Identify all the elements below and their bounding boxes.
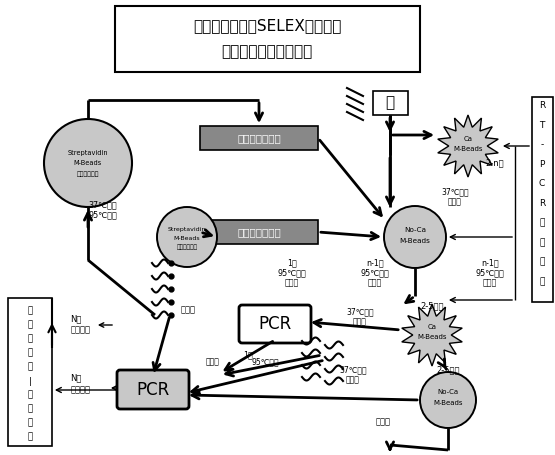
Circle shape	[157, 207, 217, 267]
Text: 肿瘤血清次级库: 肿瘤血清次级库	[237, 133, 281, 143]
Text: 弃磁珠: 弃磁珠	[376, 418, 391, 426]
Text: 集: 集	[539, 238, 544, 247]
Circle shape	[384, 206, 446, 268]
Text: 37℃孵育: 37℃孵育	[89, 201, 117, 209]
Text: 通: 通	[27, 320, 33, 329]
Text: M-Beads: M-Beads	[433, 400, 463, 406]
FancyBboxPatch shape	[239, 305, 311, 343]
Text: M-Beads: M-Beads	[400, 238, 431, 244]
Text: 体: 体	[27, 419, 33, 428]
Circle shape	[420, 372, 476, 428]
Polygon shape	[402, 304, 462, 366]
Text: Ca: Ca	[427, 324, 436, 330]
Text: 37℃孵育: 37℃孵育	[441, 187, 469, 197]
Text: 37℃孵育: 37℃孵育	[339, 365, 367, 374]
Text: 取上清: 取上清	[346, 375, 360, 384]
Text: 2-5倍量: 2-5倍量	[420, 302, 444, 310]
Text: |: |	[28, 376, 32, 385]
Text: 高: 高	[27, 307, 33, 315]
Text: 1轮: 1轮	[243, 350, 253, 359]
Text: 血清核酸适配体流程图: 血清核酸适配体流程图	[221, 45, 312, 60]
Text: M-Beads: M-Beads	[453, 146, 483, 152]
Text: PCR: PCR	[259, 315, 291, 333]
Text: Streptavidin: Streptavidin	[68, 150, 108, 156]
Text: No-Ca: No-Ca	[437, 389, 458, 395]
Text: N轮: N轮	[70, 374, 82, 383]
Text: 2-n轮: 2-n轮	[486, 158, 504, 167]
Text: 富: 富	[539, 218, 544, 228]
Text: P: P	[539, 160, 544, 169]
Text: -: -	[541, 141, 544, 150]
Polygon shape	[438, 115, 498, 177]
Text: 2-5倍量: 2-5倍量	[436, 365, 460, 374]
Text: 适: 适	[27, 390, 33, 399]
Text: 测: 测	[539, 277, 544, 286]
Text: Ca: Ca	[463, 136, 472, 142]
Text: PCR: PCR	[137, 381, 170, 399]
Text: T: T	[539, 121, 544, 130]
Text: M-Beads: M-Beads	[417, 334, 447, 340]
Text: 量: 量	[27, 334, 33, 344]
Text: 取上清: 取上清	[285, 278, 299, 288]
Text: R: R	[539, 199, 545, 208]
Bar	[115, 6, 420, 72]
Text: C: C	[539, 180, 545, 188]
Text: 95℃变性: 95℃变性	[278, 268, 306, 278]
Text: 库: 库	[385, 96, 395, 111]
Text: Streptavidin: Streptavidin	[168, 227, 206, 232]
Text: 取上清: 取上清	[206, 358, 220, 366]
Text: 不对称制备库: 不对称制备库	[77, 171, 99, 177]
Text: 95℃变性: 95℃变性	[251, 358, 279, 366]
Text: 95℃变性: 95℃变性	[476, 268, 504, 278]
Text: 筛选产物: 筛选产物	[71, 325, 91, 334]
Text: 双向热循环消减SELEX筛选肿瘤: 双向热循环消减SELEX筛选肿瘤	[193, 19, 341, 34]
Bar	[8, 298, 52, 446]
Text: 95℃变性: 95℃变性	[361, 268, 390, 278]
Text: M-Beads: M-Beads	[74, 160, 102, 166]
Text: 1轮: 1轮	[287, 258, 297, 268]
Text: 筛选产物: 筛选产物	[71, 385, 91, 394]
Text: R: R	[539, 101, 545, 111]
Text: N轮: N轮	[70, 314, 82, 324]
Text: 弃上清: 弃上清	[448, 197, 462, 207]
Text: 检: 检	[539, 258, 544, 267]
Text: 不对称制备库: 不对称制备库	[176, 244, 198, 250]
Text: n-1轮: n-1轮	[481, 258, 499, 268]
Bar	[532, 97, 553, 302]
Text: No-Ca: No-Ca	[404, 227, 426, 233]
Text: n-1轮: n-1轮	[366, 258, 384, 268]
Text: 序: 序	[27, 363, 33, 371]
Text: 95℃变性: 95℃变性	[89, 211, 117, 219]
Bar	[200, 220, 318, 244]
Bar	[373, 91, 408, 115]
Circle shape	[44, 119, 132, 207]
Text: 生物素: 生物素	[180, 305, 195, 314]
Text: 取上清: 取上清	[483, 278, 497, 288]
Text: 37℃孵育: 37℃孵育	[346, 308, 374, 317]
Text: 测: 测	[27, 349, 33, 358]
Text: 库: 库	[27, 433, 33, 441]
Text: 正常血清次级库: 正常血清次级库	[237, 227, 281, 237]
Text: 取上清: 取上清	[353, 318, 367, 327]
FancyBboxPatch shape	[117, 370, 189, 409]
Text: 取上清: 取上清	[368, 278, 382, 288]
Bar	[200, 126, 318, 150]
Text: 配: 配	[27, 404, 33, 414]
Text: M-Beads: M-Beads	[174, 236, 200, 241]
